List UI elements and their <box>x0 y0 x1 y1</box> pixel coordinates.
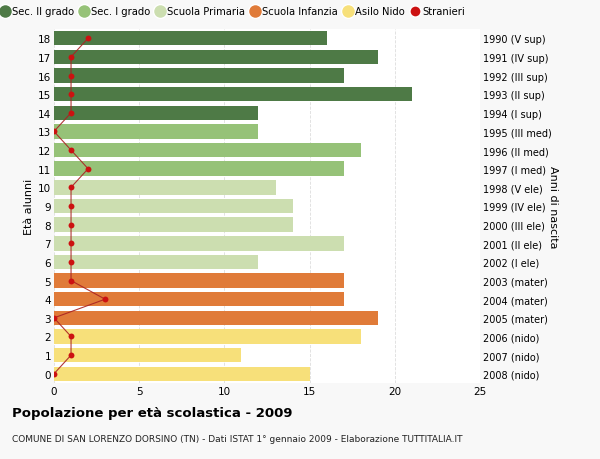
Bar <box>54 32 326 46</box>
Bar <box>54 106 259 121</box>
Y-axis label: Età alunni: Età alunni <box>24 179 34 235</box>
Point <box>83 166 93 173</box>
Bar <box>54 292 344 307</box>
Bar <box>54 88 412 102</box>
Text: COMUNE DI SAN LORENZO DORSINO (TN) - Dati ISTAT 1° gennaio 2009 - Elaborazione T: COMUNE DI SAN LORENZO DORSINO (TN) - Dat… <box>12 434 463 443</box>
Bar <box>54 330 361 344</box>
Bar <box>54 348 241 363</box>
Bar <box>54 311 378 325</box>
Bar <box>54 255 259 269</box>
Point <box>66 259 76 266</box>
Point <box>66 203 76 210</box>
Point <box>66 184 76 191</box>
Point <box>66 110 76 117</box>
Bar <box>54 199 293 214</box>
Bar <box>54 274 344 288</box>
Bar <box>54 181 275 195</box>
Point <box>66 147 76 154</box>
Bar <box>54 144 361 158</box>
Point <box>66 277 76 285</box>
Point <box>49 129 59 136</box>
Point <box>66 73 76 80</box>
Point <box>66 54 76 62</box>
Point <box>66 333 76 341</box>
Point <box>100 296 110 303</box>
Bar <box>54 69 344 84</box>
Bar <box>54 162 344 177</box>
Point <box>66 352 76 359</box>
Legend: Sec. II grado, Sec. I grado, Scuola Primaria, Scuola Infanzia, Asilo Nido, Stran: Sec. II grado, Sec. I grado, Scuola Prim… <box>0 3 469 21</box>
Point <box>83 35 93 43</box>
Point <box>66 91 76 99</box>
Bar <box>54 367 310 381</box>
Bar <box>54 125 259 140</box>
Bar <box>54 218 293 232</box>
Point <box>66 222 76 229</box>
Y-axis label: Anni di nascita: Anni di nascita <box>548 165 559 248</box>
Point <box>49 370 59 378</box>
Bar <box>54 236 344 251</box>
Point <box>49 314 59 322</box>
Bar <box>54 50 378 65</box>
Text: Popolazione per età scolastica - 2009: Popolazione per età scolastica - 2009 <box>12 406 293 419</box>
Point <box>66 240 76 247</box>
